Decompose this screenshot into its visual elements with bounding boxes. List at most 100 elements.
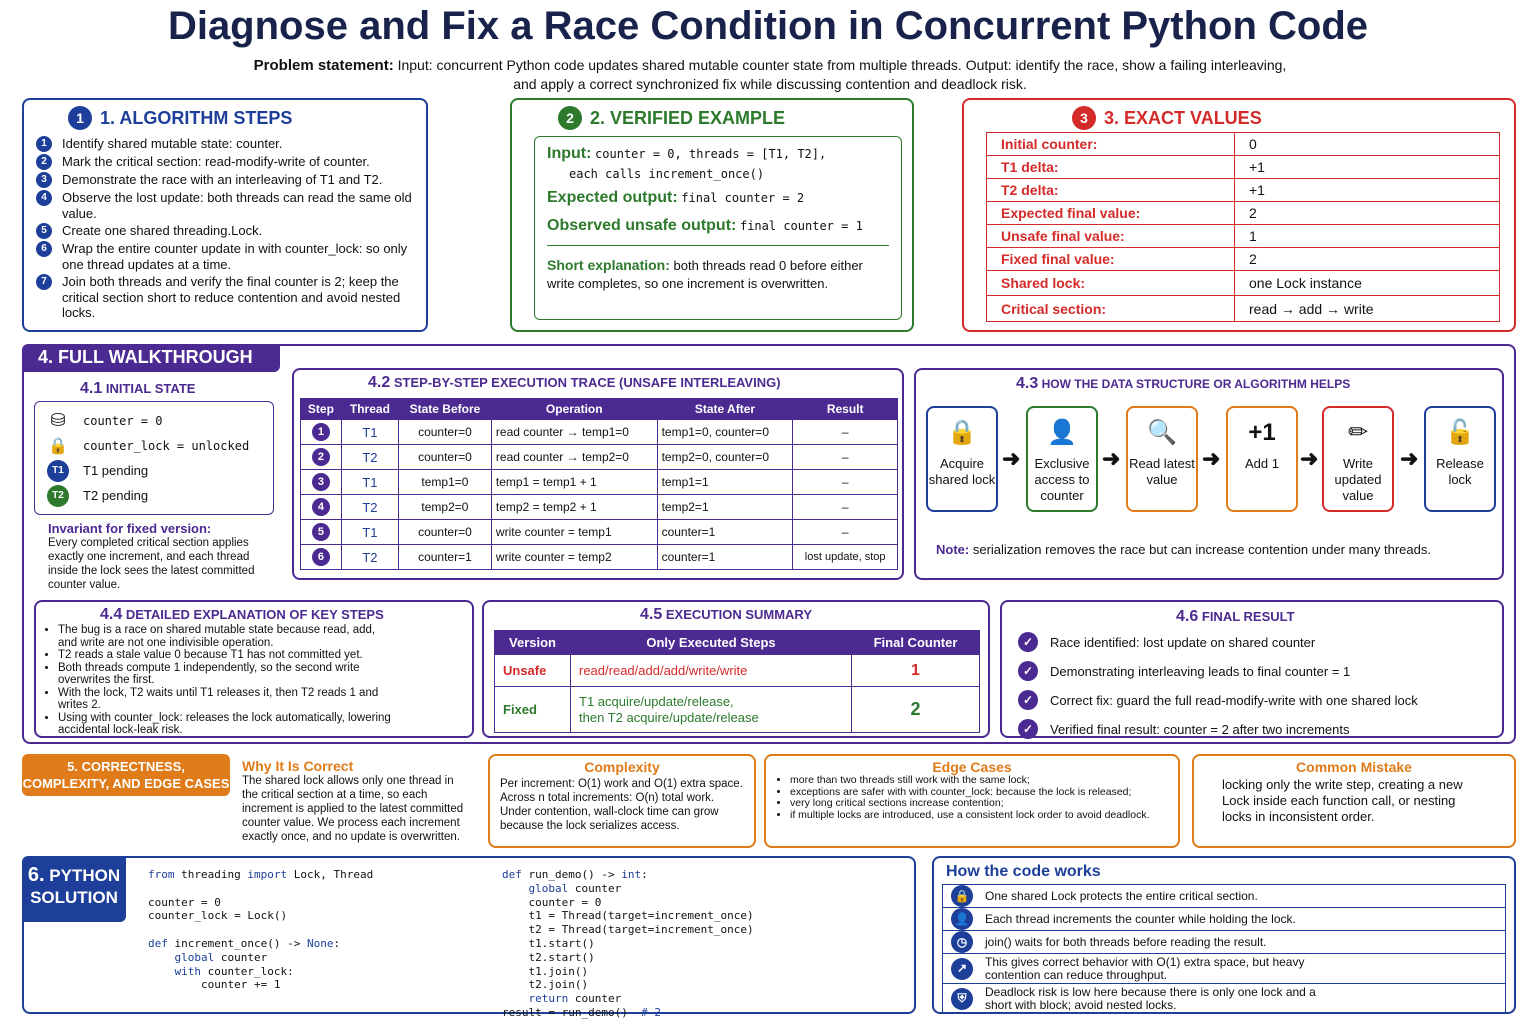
table-row: T2 delta: +1	[986, 178, 1500, 202]
table-row: Unsafe final value: 1	[986, 224, 1500, 248]
lock-icon: 🔒	[951, 885, 973, 907]
plus-one-icon: +1	[1248, 419, 1276, 446]
list-item: 4 Observe the lost update: both threads c…	[36, 190, 420, 221]
user-icon: 👤	[1047, 419, 1077, 446]
table-row: 2 T2 counter=0 read counter → temp2=0 temp2=…	[300, 444, 898, 470]
list-item: more than two threads still work with th…	[790, 774, 1168, 787]
problem-line2: and apply a correct synchronized fix whi…	[513, 76, 1027, 92]
steps-list: 1 Identify shared mutable state: counter.…	[36, 136, 420, 323]
input-value-2: each calls increment_once()	[569, 167, 765, 181]
complexity-panel: Complexity Per increment: O(1) work and …	[488, 754, 756, 848]
observed-value: final counter = 1	[739, 219, 863, 233]
lock-icon: 🔒	[48, 437, 68, 455]
list-item: ⛁ counter = 0	[47, 408, 261, 433]
list-item: T2 T2 pending	[47, 483, 261, 508]
shield-icon: ⛨	[951, 987, 973, 1010]
flow-step-release: 🔓 Release lock	[1424, 406, 1496, 512]
subsection-title: 4.4 DETAILED EXPLANATION OF KEY STEPS	[100, 606, 384, 623]
list-item: 3 Demonstrate the race with an interleavi…	[36, 172, 420, 188]
table-row: Unsafe read/read/add/add/write/write 1	[494, 654, 980, 687]
table-row: 4 T2 temp2=0 temp2 = temp2 + 1 temp2=1–	[300, 494, 898, 520]
table-row: T1 delta: +1	[986, 155, 1500, 179]
list-item: 🔒 One shared Lock protects the entire cri…	[943, 884, 1505, 907]
expected-label: Expected output:	[547, 189, 678, 206]
section-title: 3. EXACT VALUES	[1104, 107, 1262, 128]
chart-icon: ↗	[951, 957, 973, 980]
summary-panel: 4.5 EXECUTION SUMMARY Version Only Execut…	[482, 600, 990, 738]
list-item: Using with counter_lock: releases the lo…	[58, 712, 392, 737]
list-item: T1 T1 pending	[47, 458, 261, 483]
list-item: ⛨ Deadlock risk is low here because there…	[943, 983, 1505, 1013]
input-label: Input:	[547, 145, 592, 162]
arrow-icon: ➜	[1002, 446, 1021, 471]
values-table: Initial counter: 0 T1 delta: +1 T2 delta: +…	[986, 132, 1500, 322]
code-block-right: def run_demo() -> int: global counter co…	[502, 868, 754, 1019]
clock-icon: ◷	[951, 931, 973, 953]
section-number-badge: 2	[558, 106, 582, 130]
user-icon: 👤	[951, 908, 973, 930]
complexity-text: Per increment: O(1) work and O(1) extra …	[500, 778, 743, 832]
common-mistake-title: Common Mistake	[1296, 759, 1412, 775]
section-algorithm-steps: 1 1. ALGORITHM STEPS 1 Identify shared mu…	[22, 98, 428, 332]
list-item: very long critical sections increase con…	[790, 797, 1168, 810]
section-title: 6. PYTHON SOLUTION	[22, 856, 126, 922]
table-row: Shared lock: one Lock instance	[986, 270, 1500, 296]
subsection-title: 4.6 FINAL RESULT	[1176, 608, 1295, 625]
section-exact-values: 3 3. EXACT VALUES Initial counter: 0 T1 d…	[962, 98, 1516, 332]
table-row: Fixed final value: 2	[986, 247, 1500, 271]
page-title: Diagnose and Fix a Race Condition in Con…	[167, 4, 1369, 48]
unlock-icon: 🔓	[1445, 419, 1475, 446]
list-item: 🔒 counter_lock = unlocked	[48, 437, 250, 455]
flow-step-write: ✏ Write updated value	[1322, 406, 1394, 512]
list-item: T2 reads a stale value 0 because T1 has …	[58, 649, 392, 662]
summary-table: Version Only Executed Steps Final Counter …	[494, 630, 980, 733]
subsection-title: 4.3 HOW THE DATA STRUCTURE OR ALGORITHM …	[1016, 375, 1351, 392]
database-icon: ⛁	[50, 410, 66, 430]
edge-cases-title: Edge Cases	[932, 759, 1012, 775]
why-title: Why It Is Correct	[242, 758, 354, 774]
trace-table: Step Thread State Before Operation State Aft…	[300, 398, 898, 570]
arrow-icon: ➜	[1202, 446, 1221, 471]
table-row: Initial counter: 0	[986, 132, 1500, 156]
subsection-title: 4.2 STEP-BY-STEP EXECUTION TRACE (UNSAFE…	[368, 374, 781, 391]
list-item: exceptions are safer with with counter_l…	[790, 786, 1168, 799]
subsection-title: 4.1 INITIAL STATE	[80, 380, 196, 397]
list-item: ✓ Correct fix: guard the full read-modify…	[1018, 690, 1418, 710]
list-item: With the lock, T2 waits until T1 release…	[58, 687, 392, 712]
flow-step-read: 🔍 Read latest value	[1126, 406, 1198, 512]
code-block-left: from threading import Lock, Thread count…	[148, 868, 374, 992]
final-result-panel: 4.6 FINAL RESULT ✓ Race identified: lost …	[1000, 600, 1504, 739]
pencil-icon: ✏	[1347, 419, 1369, 446]
invariant-note: Invariant for fixed version: Every compl…	[48, 521, 280, 592]
complexity-title: Complexity	[584, 759, 660, 775]
note: Note: serialization removes the race but…	[936, 542, 1431, 557]
flow-panel: 4.3 HOW THE DATA STRUCTURE OR ALGORITHM …	[914, 368, 1504, 580]
how-title: How the code works	[946, 863, 1101, 880]
t2-badge: T2	[47, 484, 69, 507]
problem-label: Problem statement:	[253, 57, 394, 74]
table-row: 6 T2 counter=1 write counter = temp2 counter…	[300, 544, 898, 570]
search-icon: 🔍	[1147, 419, 1177, 446]
arrow-icon: ➜	[1400, 446, 1419, 471]
section-title: 1. ALGORITHM STEPS	[100, 107, 293, 128]
initial-state-panel: ⛁ counter = 0 🔒 counter_lock = unlocked T1…	[34, 401, 274, 515]
common-mistake-text: locking only the write step, creating a …	[1222, 777, 1463, 824]
section-title: 4. FULL WALKTHROUGH	[22, 344, 280, 372]
problem-line1: Input: concurrent Python code updates sh…	[397, 57, 1287, 73]
list-item: 5 Create one shared threading.Lock.	[36, 223, 420, 239]
table-row: Critical section: read → add → write	[986, 295, 1500, 322]
explanation-list: The bug is a race on shared mutable stat…	[44, 624, 392, 737]
arrow-icon: ➜	[1300, 446, 1319, 471]
arrow-icon: ➜	[1102, 446, 1121, 471]
explanation-panel: 4.4 DETAILED EXPLANATION OF KEY STEPS Th…	[34, 600, 474, 738]
section-verified-example: 2 2. VERIFIED EXAMPLE Input: counter = 0…	[510, 98, 914, 332]
subsection-title: 4.5 EXECUTION SUMMARY	[640, 606, 813, 623]
list-item: The bug is a race on shared mutable stat…	[58, 624, 392, 649]
invariant-title: Invariant for fixed version:	[48, 521, 212, 536]
common-mistake-panel: Common Mistake locking only the write st…	[1192, 754, 1516, 848]
list-item: ✓ Race identified: lost update on shared …	[1018, 632, 1418, 652]
short-explanation-label: Short explanation:	[547, 257, 670, 273]
problem-statement: Problem statement: Input: concurrent Pyt…	[120, 56, 1420, 94]
flow-step-acquire: 🔒 Acquire shared lock	[926, 406, 998, 512]
short-explanation-text: both threads read 0 before either write …	[547, 258, 863, 291]
